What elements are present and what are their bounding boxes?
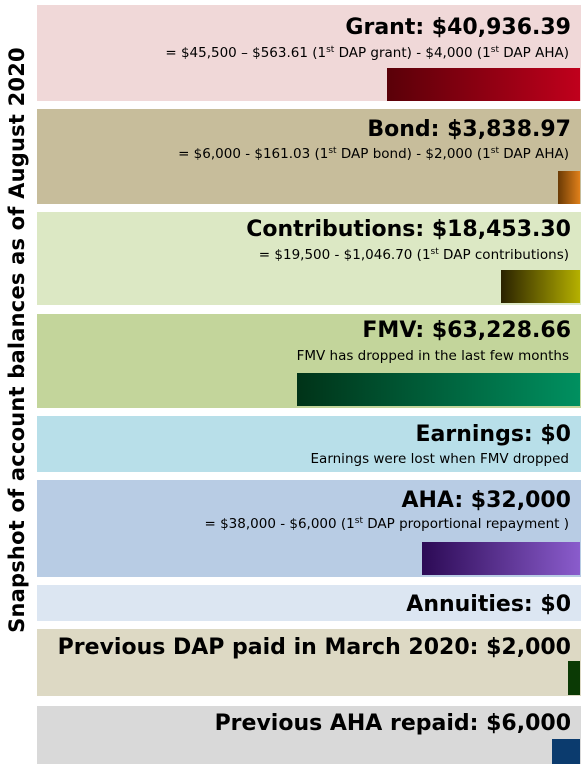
earnings-title: Earnings: $0: [415, 422, 571, 447]
bond-detail: = $6,000 - $161.03 (1st DAP bond) - $2,0…: [178, 146, 569, 162]
grant-detail: = $45,500 – $563.61 (1st DAP grant) - $4…: [165, 45, 569, 61]
grant-bar: [387, 68, 580, 101]
aha-panel: AHA: $32,000 = $38,000 - $6,000 (1st DAP…: [37, 480, 581, 577]
aha-detail: = $38,000 - $6,000 (1st DAP proportional…: [204, 516, 569, 532]
previous-dap-bar: [568, 661, 580, 695]
contributions-panel: Contributions: $18,453.30 = $19,500 - $1…: [37, 212, 581, 305]
bond-panel: Bond: $3,838.97 = $6,000 - $161.03 (1st …: [37, 109, 581, 204]
annuities-title: Annuities: $0: [406, 592, 571, 617]
contributions-detail: = $19,500 - $1,046.70 (1st DAP contribut…: [258, 247, 569, 263]
contributions-bar: [501, 270, 580, 303]
earnings-panel: Earnings: $0 Earnings were lost when FMV…: [37, 416, 581, 472]
earnings-detail: Earnings were lost when FMV dropped: [310, 451, 569, 467]
contributions-title: Contributions: $18,453.30: [246, 217, 571, 242]
fmv-bar: [297, 373, 580, 406]
grant-panel: Grant: $40,936.39 = $45,500 – $563.61 (1…: [37, 5, 581, 101]
previous-dap-title: Previous DAP paid in March 2020: $2,000: [57, 635, 571, 660]
aha-bar: [422, 542, 580, 575]
grant-title: Grant: $40,936.39: [345, 15, 571, 40]
previous-dap-panel: Previous DAP paid in March 2020: $2,000: [37, 629, 581, 696]
aha-title: AHA: $32,000: [401, 488, 571, 513]
previous-aha-bar: [552, 739, 580, 764]
bond-bar: [558, 171, 580, 204]
bond-title: Bond: $3,838.97: [367, 117, 571, 142]
previous-aha-title: Previous AHA repaid: $6,000: [214, 711, 571, 736]
fmv-detail: FMV has dropped in the last few months: [296, 348, 569, 364]
side-title-column: Snapshot of account balances as of Augus…: [0, 0, 34, 764]
fmv-panel: FMV: $63,228.66 FMV has dropped in the l…: [37, 314, 581, 408]
side-title: Snapshot of account balances as of Augus…: [5, 47, 29, 633]
annuities-panel: Annuities: $0: [37, 585, 581, 621]
previous-aha-panel: Previous AHA repaid: $6,000: [37, 706, 581, 764]
fmv-title: FMV: $63,228.66: [362, 318, 571, 343]
